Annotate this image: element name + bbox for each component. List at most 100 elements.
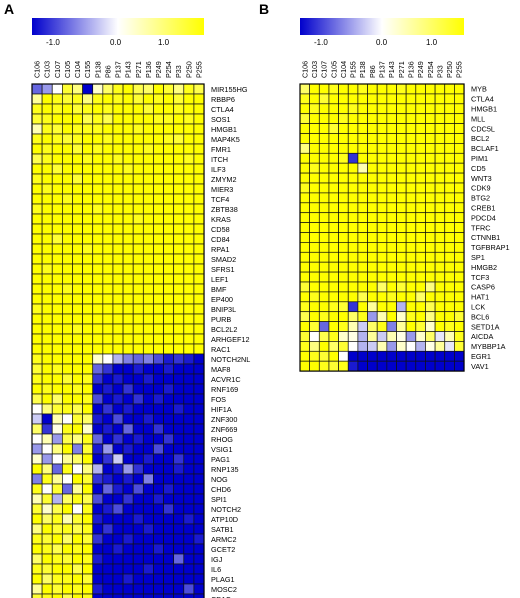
heatmap-cell xyxy=(122,223,134,235)
heatmap-cell xyxy=(72,383,83,395)
heatmap-cell xyxy=(386,113,397,124)
heatmap-cell xyxy=(183,543,195,555)
heatmap-cell xyxy=(82,83,94,95)
row-label: TCF3 xyxy=(471,273,489,282)
heatmap-cell xyxy=(434,360,446,372)
row-label: ZBTB38 xyxy=(211,205,238,214)
heatmap-cell xyxy=(299,222,310,233)
heatmap-cell xyxy=(405,301,417,313)
heatmap-cell xyxy=(51,113,63,125)
heatmap-cell xyxy=(434,341,446,352)
heatmap-cell xyxy=(386,202,397,214)
column-label: P136 xyxy=(406,61,415,78)
heatmap-cell xyxy=(132,163,144,175)
heatmap-cell xyxy=(112,173,124,185)
heatmap-cell xyxy=(415,93,426,105)
heatmap-cell xyxy=(454,271,465,283)
heatmap-cell xyxy=(102,383,114,395)
heatmap-cell xyxy=(92,563,104,575)
heatmap-cell xyxy=(425,143,436,154)
heatmap-cell xyxy=(41,483,53,495)
heatmap-cell xyxy=(454,261,465,273)
heatmap-cell xyxy=(338,182,349,194)
heatmap-cell xyxy=(112,243,124,255)
heatmap-cell xyxy=(405,123,417,134)
heatmap-cell xyxy=(112,423,124,435)
heatmap-cell xyxy=(396,242,407,253)
heatmap-cell xyxy=(62,533,73,545)
heatmap-cell xyxy=(173,533,185,545)
heatmap-cell xyxy=(51,273,63,285)
heatmap-cell xyxy=(51,573,63,585)
heatmap-cell xyxy=(405,271,417,283)
heatmap-cell xyxy=(112,573,124,585)
heatmap-cell xyxy=(41,93,53,105)
heatmap-cell xyxy=(92,493,104,505)
heatmap-cell xyxy=(112,263,124,275)
heatmap-cell xyxy=(357,152,368,164)
heatmap-cell xyxy=(357,212,368,223)
heatmap-cell xyxy=(122,233,134,245)
heatmap-cell xyxy=(132,293,144,305)
heatmap-cell xyxy=(82,163,94,175)
heatmap-cell xyxy=(338,242,349,253)
heatmap-cell xyxy=(173,273,185,285)
heatmap-cell xyxy=(112,153,124,165)
heatmap-cell xyxy=(318,182,330,194)
heatmap-cell xyxy=(193,113,205,125)
heatmap-cell xyxy=(142,593,154,598)
heatmap-cell xyxy=(62,213,73,225)
heatmap-cell xyxy=(183,293,195,305)
heatmap-cell xyxy=(376,202,388,214)
heatmap-cell xyxy=(454,222,465,233)
row-label: CD58 xyxy=(211,225,230,234)
heatmap-cell xyxy=(376,301,388,313)
heatmap-cell xyxy=(62,353,73,365)
heatmap-cell xyxy=(72,213,83,225)
heatmap-cell xyxy=(193,293,205,305)
row-label: MOSC2 xyxy=(211,585,237,594)
heatmap-cell xyxy=(396,261,407,273)
heatmap-cell xyxy=(454,242,465,253)
heatmap-cell xyxy=(318,123,330,134)
heatmap-cell xyxy=(122,163,134,175)
row-label: HIF1A xyxy=(211,405,232,414)
heatmap-cell xyxy=(142,283,154,295)
heatmap-cell xyxy=(62,183,73,195)
heatmap-cell xyxy=(396,301,407,313)
heatmap-cell xyxy=(51,263,63,275)
heatmap-cell xyxy=(72,313,83,325)
heatmap-cell xyxy=(51,123,63,135)
heatmap-cell xyxy=(122,303,134,315)
heatmap-cell xyxy=(112,543,124,555)
heatmap-cell xyxy=(318,93,330,105)
heatmap-cell xyxy=(122,263,134,275)
heatmap-cell xyxy=(92,253,104,265)
heatmap-cell xyxy=(357,172,368,184)
column-label: P86 xyxy=(368,65,377,78)
heatmap-cell xyxy=(82,293,94,305)
heatmap-cell xyxy=(415,271,426,283)
heatmap-cell xyxy=(434,212,446,223)
heatmap-cell xyxy=(415,251,426,263)
heatmap-cell xyxy=(142,533,154,545)
heatmap-cell xyxy=(62,513,73,525)
heatmap-cell xyxy=(163,553,175,565)
heatmap-cell xyxy=(405,291,417,303)
heatmap-cell xyxy=(31,433,43,445)
row-label: ZNF300 xyxy=(211,415,237,424)
heatmap-cell xyxy=(51,463,63,475)
heatmap-cell xyxy=(338,222,349,233)
heatmap-cell xyxy=(386,192,397,204)
heatmap-cell xyxy=(357,123,368,134)
heatmap-cell xyxy=(163,113,175,125)
heatmap-cell xyxy=(415,331,426,342)
heatmap-cell xyxy=(434,350,446,362)
heatmap-cell xyxy=(367,192,378,204)
heatmap-cell xyxy=(122,383,134,395)
heatmap-cell xyxy=(183,503,195,515)
heatmap-cell xyxy=(142,523,154,535)
row-label: RPA1 xyxy=(211,245,230,254)
heatmap-cell xyxy=(142,483,154,495)
heatmap-cell xyxy=(357,261,368,273)
